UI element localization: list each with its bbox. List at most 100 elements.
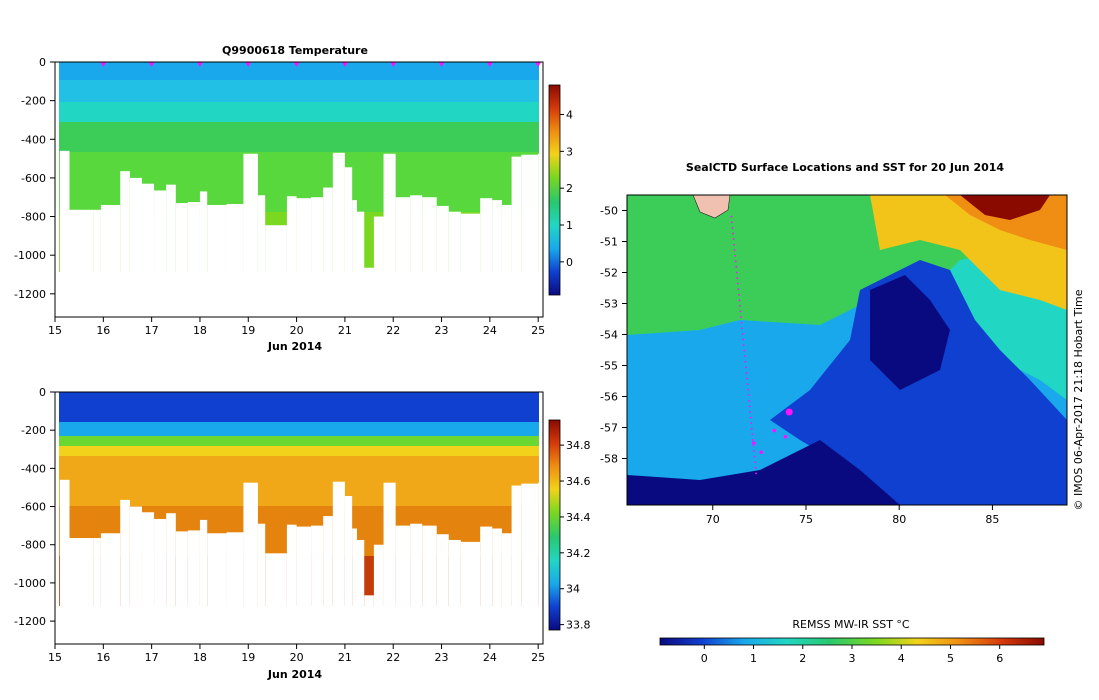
map-x-tick-label: 85 [985, 513, 999, 526]
below-profile-mask [332, 152, 345, 317]
thermocline-layer [59, 102, 539, 122]
below-profile-mask [226, 203, 244, 317]
track-point [755, 472, 758, 475]
y-tick-label: -800 [21, 539, 46, 552]
track-point [748, 405, 751, 408]
salinity-x-label: Jun 2014 [267, 668, 323, 681]
below-profile-mask [383, 153, 396, 317]
below-profile-mask [129, 506, 142, 644]
colorbar-tick-label: 34 [566, 583, 580, 596]
map-title: SealCTD Surface Locations and SST for 20… [686, 161, 1005, 174]
map-y-tick-label: -56 [600, 391, 618, 404]
track-point [739, 310, 742, 313]
below-profile-mask [286, 196, 297, 317]
y-tick-label: -1000 [14, 249, 46, 262]
x-tick-label: 18 [193, 324, 207, 337]
track-point [752, 444, 755, 447]
y-tick-label: 0 [39, 386, 46, 399]
left-edge-mask [56, 62, 59, 317]
x-tick-label: 17 [145, 651, 159, 664]
right-edge-mask [539, 392, 542, 644]
below-profile-mask [436, 205, 449, 317]
below-profile-mask [100, 204, 121, 317]
track-point [754, 466, 757, 469]
below-profile-mask [296, 198, 312, 317]
profile-marker [196, 62, 203, 67]
sst-colorbar-tick-label: 5 [947, 652, 954, 665]
temperature-y-axis: 0 -200 -400 -600 -800 -1000 -1200 [14, 56, 55, 301]
track-point [750, 422, 753, 425]
temperature-colorbar [548, 84, 561, 296]
below-profile-mask [332, 481, 345, 644]
below-profile-mask [480, 198, 493, 317]
x-tick-label: 22 [386, 651, 400, 664]
track-point [733, 243, 735, 246]
track-point [747, 388, 749, 391]
track-point [751, 433, 754, 436]
below-profile-mask [356, 539, 365, 644]
below-profile-mask [187, 530, 200, 644]
track-point [742, 344, 745, 346]
below-profile-mask [166, 184, 176, 317]
salinity-colorbar-ticks: 33.8 34 34.2 34.4 34.6 34.8 [560, 439, 591, 632]
below-profile-mask [286, 524, 297, 644]
map-y-axis: -50 -51 -52 -53 -54 -55 -56 -57 -58 [600, 205, 627, 466]
below-profile-mask [187, 202, 200, 317]
upper-layer [59, 80, 539, 102]
track-point [747, 394, 750, 397]
below-profile-mask [93, 538, 101, 644]
sst-colorbar-tick-label: 1 [750, 652, 757, 665]
map-y-tick-label: -54 [600, 329, 618, 342]
sst-colorbar-ticks: 0 1 2 3 4 5 6 [701, 645, 1003, 665]
below-profile-mask [364, 267, 374, 317]
track-point [759, 450, 764, 455]
track-point [751, 441, 756, 445]
colorbar-tick-label: 34.8 [566, 439, 591, 452]
temperature-plot-frame [54, 61, 544, 318]
track-point [749, 416, 752, 419]
map-frame [626, 194, 1068, 506]
below-profile-mask [492, 528, 502, 644]
below-profile-mask [59, 479, 70, 644]
x-tick-label: 21 [338, 651, 352, 664]
salinity-bottom-mask [56, 392, 542, 644]
track-point [742, 338, 745, 341]
y-tick-label: -400 [21, 462, 46, 475]
below-profile-mask [141, 183, 155, 317]
x-tick-label: 16 [96, 651, 110, 664]
colorbar-tick-label: 3 [566, 145, 573, 158]
below-profile-mask [311, 197, 324, 317]
track-point [745, 366, 747, 369]
map-y-tick-label: -52 [600, 267, 618, 280]
below-profile-mask [100, 533, 121, 644]
track-point [731, 226, 734, 229]
sst-coldest-water-south [627, 440, 900, 505]
below-profile-mask [243, 153, 258, 317]
imos-credit: © IMOS 06-Apr-2017 21:18 Hobart Time [1072, 289, 1085, 510]
x-tick-label: 15 [48, 651, 62, 664]
below-profile-mask [395, 197, 411, 317]
x-tick-label: 25 [531, 324, 545, 337]
sst-colorbar [659, 637, 1045, 646]
below-profile-mask [521, 483, 539, 644]
below-profile-mask [422, 197, 437, 317]
below-profile-mask [448, 539, 461, 644]
track-point [743, 355, 746, 358]
deep-salty-layer-1 [59, 456, 539, 506]
y-tick-label: -1200 [14, 288, 46, 301]
track-point [735, 271, 738, 274]
below-profile-mask [243, 482, 258, 644]
track-point [736, 277, 739, 279]
y-tick-label: -1200 [14, 615, 46, 628]
track-point [746, 383, 749, 385]
colorbar-tick-label: 34.4 [566, 511, 591, 524]
salinity-colorbar [548, 419, 561, 631]
below-profile-mask [480, 526, 493, 644]
map-y-tick-label: -55 [600, 360, 618, 373]
sst-cold-water [770, 260, 1067, 505]
track-point [738, 299, 741, 302]
x-tick-label: 18 [193, 651, 207, 664]
below-profile-mask [59, 150, 70, 317]
x-tick-label: 19 [241, 651, 255, 664]
below-profile-mask [410, 523, 423, 644]
